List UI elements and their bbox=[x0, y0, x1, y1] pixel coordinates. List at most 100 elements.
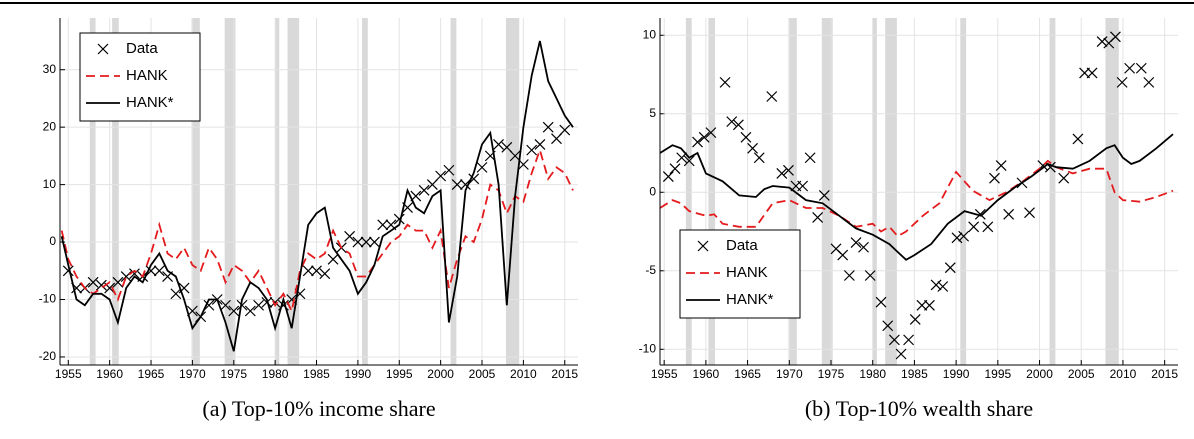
marker-stroke bbox=[526, 144, 538, 156]
marker-stroke bbox=[864, 270, 876, 281]
data-marker bbox=[269, 296, 281, 308]
x-tick-label: 1960 bbox=[96, 367, 123, 381]
marker-stroke bbox=[812, 211, 824, 223]
legend-box bbox=[679, 229, 801, 319]
data-marker bbox=[418, 184, 430, 196]
marker-stroke bbox=[62, 265, 74, 277]
data-marker bbox=[145, 265, 157, 277]
recession-band bbox=[788, 18, 797, 365]
marker-stroke bbox=[87, 276, 99, 288]
marker-stroke bbox=[468, 173, 480, 185]
top-rule bbox=[0, 2, 1194, 4]
marker-stroke bbox=[804, 152, 816, 164]
marker-stroke bbox=[1024, 207, 1035, 219]
marker-stroke bbox=[559, 124, 571, 136]
recession-band bbox=[191, 18, 200, 365]
marker-stroke bbox=[662, 171, 674, 183]
recession-band bbox=[685, 18, 692, 365]
y-tick-label: -20 bbox=[39, 349, 57, 363]
marker-stroke bbox=[170, 288, 182, 300]
marker-stroke bbox=[542, 121, 554, 133]
data-marker bbox=[747, 142, 759, 154]
x-tick-label: 1990 bbox=[943, 367, 970, 381]
recession-band bbox=[960, 18, 967, 365]
marker-stroke bbox=[236, 299, 248, 311]
data-marker bbox=[692, 136, 703, 148]
recession-band bbox=[885, 18, 897, 365]
marker-stroke bbox=[676, 152, 688, 164]
marker-stroke bbox=[797, 180, 809, 192]
data-marker bbox=[882, 320, 894, 332]
y-tick-label: -10 bbox=[39, 292, 57, 306]
data-marker bbox=[909, 314, 921, 325]
marker-stroke bbox=[951, 232, 963, 244]
legend-label: HANK bbox=[126, 67, 168, 84]
marker-stroke bbox=[1143, 76, 1155, 88]
series-line bbox=[659, 159, 1174, 238]
legend-swatch bbox=[697, 240, 709, 252]
legend-label: HANK* bbox=[726, 291, 774, 308]
marker-stroke bbox=[958, 230, 970, 242]
marker-stroke bbox=[435, 170, 447, 182]
marker-stroke bbox=[369, 236, 380, 248]
data-marker bbox=[662, 171, 674, 183]
data-marker bbox=[812, 211, 824, 223]
marker-stroke bbox=[882, 320, 894, 332]
data-marker bbox=[435, 170, 447, 182]
recession-band bbox=[287, 18, 300, 365]
data-marker bbox=[244, 305, 256, 317]
data-marker bbox=[153, 265, 165, 277]
marker-stroke bbox=[747, 142, 759, 154]
marker-stroke bbox=[501, 141, 513, 153]
data-marker bbox=[542, 121, 554, 133]
marker-stroke bbox=[698, 131, 710, 143]
marker-stroke bbox=[692, 136, 703, 148]
y-tick-label: 10 bbox=[43, 177, 57, 191]
marker-stroke bbox=[783, 164, 794, 176]
legend-label: HANK* bbox=[126, 94, 174, 111]
data-marker bbox=[726, 116, 738, 128]
data-marker bbox=[1072, 133, 1084, 145]
marker-stroke bbox=[145, 265, 157, 277]
marker-stroke bbox=[1124, 62, 1136, 74]
data-marker bbox=[236, 299, 248, 311]
marker-stroke bbox=[104, 282, 116, 294]
data-marker bbox=[776, 168, 788, 179]
legend-label: HANK bbox=[726, 264, 768, 281]
data-marker bbox=[783, 164, 794, 176]
marker-stroke bbox=[220, 299, 231, 311]
data-marker bbox=[888, 334, 900, 346]
marker-stroke bbox=[766, 91, 778, 102]
x-tick-label: 1980 bbox=[859, 367, 886, 381]
marker-stroke bbox=[1110, 31, 1121, 43]
series-line bbox=[659, 133, 1174, 261]
data-marker bbox=[1116, 76, 1128, 88]
marker-stroke bbox=[858, 241, 869, 253]
marker-stroke bbox=[1086, 67, 1098, 79]
marker-stroke bbox=[895, 348, 907, 360]
data-marker bbox=[451, 179, 463, 191]
marker-stroke bbox=[153, 265, 165, 277]
marker-stroke bbox=[228, 305, 240, 317]
marker-stroke bbox=[982, 221, 994, 233]
marker-stroke bbox=[393, 213, 405, 225]
data-marker bbox=[228, 305, 240, 317]
marker-stroke bbox=[937, 281, 949, 292]
y-tick-label: 5 bbox=[649, 106, 656, 120]
marker-stroke bbox=[203, 299, 215, 311]
panel: -10 -5 0 5 10 1955 1960 1965 1970 1975 1980 1985 199… bbox=[639, 18, 1178, 421]
x-tick-label: 2010 bbox=[1110, 367, 1137, 381]
x-tick-label: 1970 bbox=[776, 367, 803, 381]
x-tick-label: 1995 bbox=[386, 367, 413, 381]
marker-stroke bbox=[1044, 161, 1056, 173]
marker-stroke bbox=[385, 219, 397, 231]
data-marker bbox=[509, 150, 521, 162]
data-marker bbox=[501, 141, 513, 153]
marker-stroke bbox=[909, 314, 921, 325]
marker-stroke bbox=[112, 276, 124, 288]
marker-stroke bbox=[352, 236, 364, 248]
marker-stroke bbox=[989, 172, 1000, 184]
data-marker bbox=[958, 230, 970, 242]
data-marker bbox=[559, 124, 571, 136]
marker-stroke bbox=[995, 160, 1007, 172]
